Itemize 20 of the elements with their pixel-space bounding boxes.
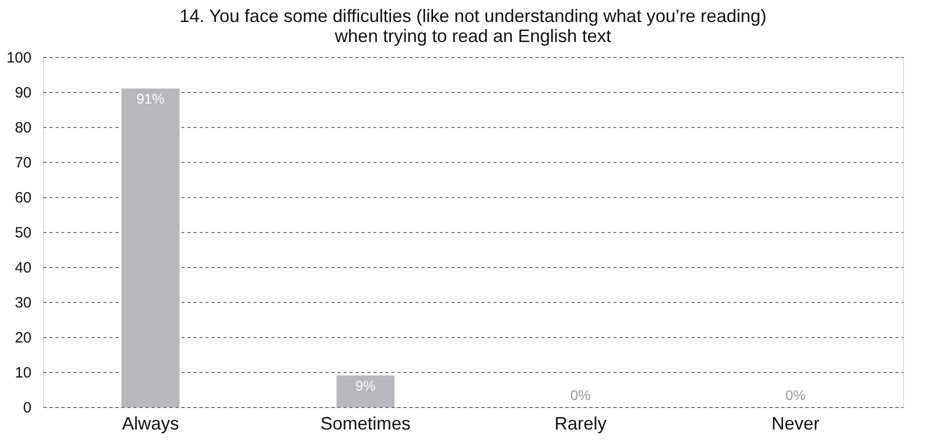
y-tick-label: 10 — [14, 364, 32, 382]
data-label: 9% — [355, 378, 376, 394]
data-label: 91% — [136, 90, 165, 106]
y-tick-label: 60 — [14, 190, 32, 206]
data-label: 0% — [785, 387, 806, 403]
y-tick-label: 40 — [14, 260, 32, 276]
y-tick-label: 100 — [6, 50, 32, 66]
chart-title: 14. You face some difficulties (like not understanding what you’re reading) when trying to read an English text — [179, 6, 767, 46]
y-tick-label: 70 — [14, 154, 32, 172]
x-tick-label: Never — [771, 414, 820, 434]
x-tick-label: Rarely — [554, 414, 607, 434]
y-tick-label: 20 — [14, 330, 32, 346]
x-tick-label: Always — [122, 414, 180, 434]
y-tick-label: 50 — [14, 224, 32, 242]
data-label: 0% — [570, 387, 591, 403]
x-tick-label: Sometimes — [320, 414, 411, 434]
y-tick-label: 0 — [23, 400, 32, 416]
y-tick-label: 80 — [14, 120, 32, 136]
y-tick-label: 30 — [14, 294, 32, 312]
y-tick-label: 90 — [14, 84, 32, 102]
